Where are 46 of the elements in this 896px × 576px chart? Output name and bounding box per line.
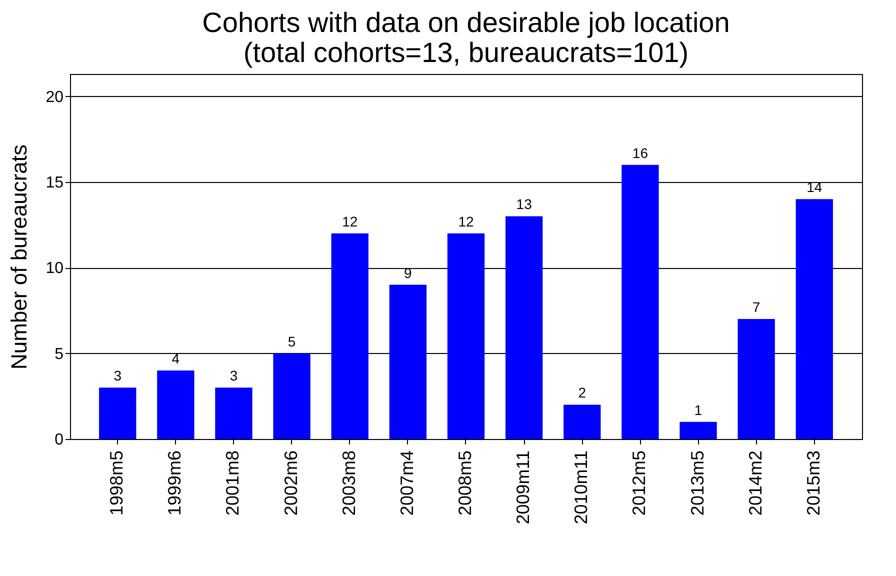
bar [680, 422, 717, 439]
x-tick-label: 2009m11 [513, 450, 534, 524]
y-tick-label: 10 [46, 260, 64, 278]
y-tick-label: 15 [46, 174, 64, 192]
x-tick-label: 2010m11 [571, 450, 592, 524]
data-label: 16 [632, 144, 648, 161]
y-tick-label: 5 [54, 346, 64, 363]
data-label: 12 [342, 213, 358, 230]
bar [273, 353, 310, 439]
x-tick-label: 2001m8 [222, 450, 243, 516]
bar [564, 404, 601, 439]
data-label: 13 [516, 196, 532, 212]
data-label: 5 [288, 333, 296, 350]
x-tick-label: 2014m2 [745, 450, 766, 516]
data-label: 2 [578, 384, 586, 401]
x-tick-label: 2002m6 [280, 450, 301, 516]
text: Cohorts with data on desirable job location [202, 7, 730, 38]
data-label: 7 [752, 299, 760, 316]
y-axis-title: Number of bureaucrats [6, 144, 32, 370]
y-tick-label: 20 [46, 88, 64, 106]
data-label: 1 [694, 402, 702, 418]
text: (total cohorts=13, bureaucrats=101) [243, 37, 689, 68]
y-tick-label: 0 [54, 432, 64, 448]
bar [99, 388, 136, 439]
data-label: 3 [114, 368, 122, 384]
bar [796, 199, 833, 439]
x-tick-label: 2003m8 [338, 450, 359, 516]
x-tick-label: 2008m5 [455, 450, 475, 516]
x-tick-label: 2015m3 [803, 450, 824, 516]
data-label: 14 [806, 179, 822, 196]
x-tick-label: 1998m5 [106, 450, 127, 516]
bar [157, 370, 194, 439]
data-label: 4 [172, 350, 180, 366]
x-tick-label: 2013m5 [687, 450, 708, 516]
bar [447, 233, 485, 439]
data-label: 3 [230, 368, 238, 384]
bar [215, 388, 252, 439]
bar [389, 284, 427, 439]
bar [738, 319, 775, 439]
x-tick-label: 2007m4 [396, 450, 417, 516]
bar [331, 233, 368, 439]
data-label: 12 [458, 213, 474, 230]
x-tick-label: 1999m6 [164, 450, 185, 516]
bar [505, 216, 543, 439]
x-tick-label: 2012m5 [629, 450, 650, 516]
bar [622, 164, 659, 439]
